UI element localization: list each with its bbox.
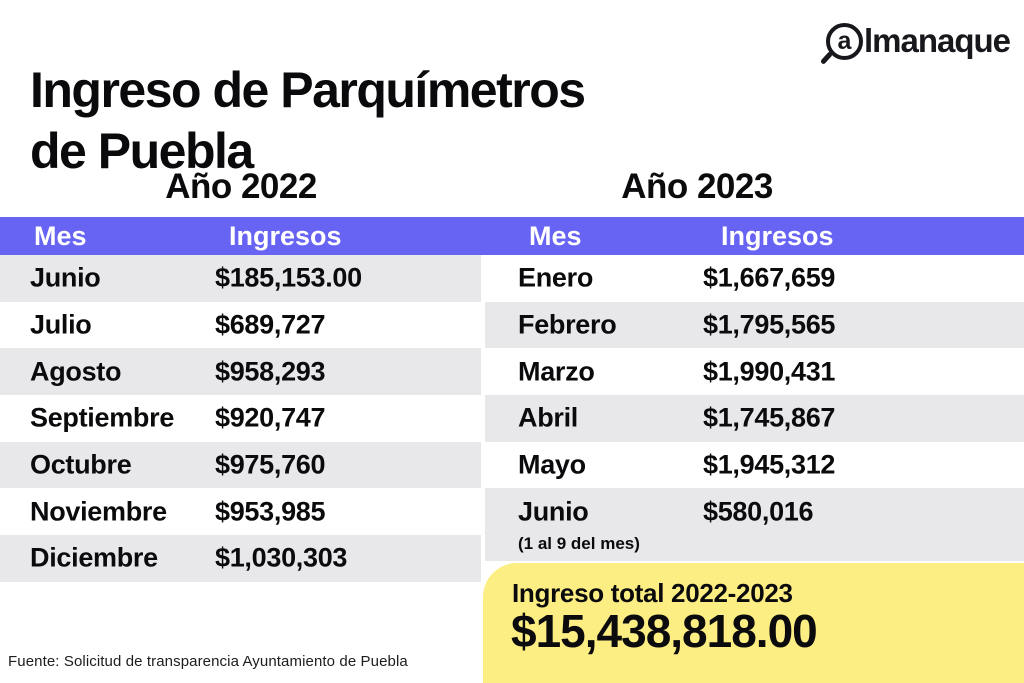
table-row: Mayo $1,945,312 <box>485 442 1024 489</box>
income-cell: $185,153.00 <box>215 262 362 293</box>
month-cell: Junio <box>30 262 101 293</box>
income-cell: $920,747 <box>215 402 326 433</box>
income-cell: $1,030,303 <box>215 542 348 573</box>
table-row: Diciembre $1,030,303 <box>0 535 481 582</box>
table-row: Julio $689,727 <box>0 302 481 349</box>
table-row: Abril $1,745,867 <box>485 395 1024 442</box>
page-title: Ingreso de Parquímetros de Puebla <box>30 60 586 182</box>
month-cell: Abril <box>518 402 579 433</box>
column-header-mes-2022: Mes <box>34 221 87 251</box>
table-row: Marzo $1,990,431 <box>485 348 1024 395</box>
income-cell: $953,985 <box>215 496 326 527</box>
table-row: Febrero $1,795,565 <box>485 301 1024 349</box>
year-heading-2022: Año 2022 <box>165 167 317 206</box>
column-header-mes-2023: Mes <box>529 221 582 251</box>
income-cell: $958,293 <box>215 356 326 387</box>
income-cell: $1,745,867 <box>703 402 836 433</box>
month-cell: Mayo <box>518 449 586 480</box>
month-cell: Julio <box>30 309 92 340</box>
month-cell: Septiembre <box>30 402 175 433</box>
month-cell: Agosto <box>30 356 122 387</box>
column-header-ingresos-2022: Ingresos <box>229 221 342 251</box>
almanaque-logo: a lmanaque <box>825 22 1011 60</box>
month-cell: Octubre <box>30 449 132 480</box>
table-2023: Enero $1,667,659 Febrero $1,795,565 Marz… <box>485 255 1024 562</box>
page-title-line1: Ingreso de Parquímetros <box>30 61 586 118</box>
income-cell: $1,667,659 <box>703 262 836 293</box>
income-cell: $1,990,431 <box>703 356 836 387</box>
total-value: $15,438,818.00 <box>511 605 818 657</box>
total-income-box: Ingreso total 2022-2023 $15,438,818.00 <box>483 563 1024 683</box>
income-cell: $975,760 <box>215 449 326 480</box>
month-cell: Febrero <box>518 309 617 340</box>
month-cell: Enero <box>518 262 594 293</box>
table-row: Septiembre $920,747 <box>0 395 481 442</box>
table-row: Enero $1,667,659 <box>485 255 1024 302</box>
table-row: Noviembre $953,985 <box>0 488 481 535</box>
magnifier-a-icon: a <box>825 22 863 60</box>
income-cell: $580,016 <box>703 496 814 527</box>
page-title-line2: de Puebla <box>30 122 254 179</box>
source-attribution: Fuente: Solicitud de transparencia Ayunt… <box>8 653 408 670</box>
logo-wordmark: lmanaque <box>863 22 1011 59</box>
month-cell: Diciembre <box>30 542 158 573</box>
month-note: (1 al 9 del mes) <box>518 534 640 554</box>
income-cell: $1,945,312 <box>703 449 836 480</box>
column-header-bar: Mes Ingresos Mes Ingresos <box>0 217 1024 255</box>
month-cell: Marzo <box>518 356 595 387</box>
table-2022: Junio $185,153.00 Julio $689,727 Agosto … <box>0 255 481 582</box>
month-cell: Junio <box>518 496 589 527</box>
table-row: Agosto $958,293 <box>0 348 481 396</box>
total-label: Ingreso total 2022-2023 <box>512 578 793 608</box>
table-row: Junio $185,153.00 <box>0 255 481 302</box>
month-cell: Noviembre <box>30 496 167 527</box>
table-row: Junio $580,016 (1 al 9 del mes) <box>485 488 1024 562</box>
income-cell: $1,795,565 <box>703 309 836 340</box>
year-heading-2023: Año 2023 <box>621 167 773 206</box>
income-cell: $689,727 <box>215 309 326 340</box>
table-row: Octubre $975,760 <box>0 441 481 489</box>
column-header-ingresos-2023: Ingresos <box>721 221 834 251</box>
